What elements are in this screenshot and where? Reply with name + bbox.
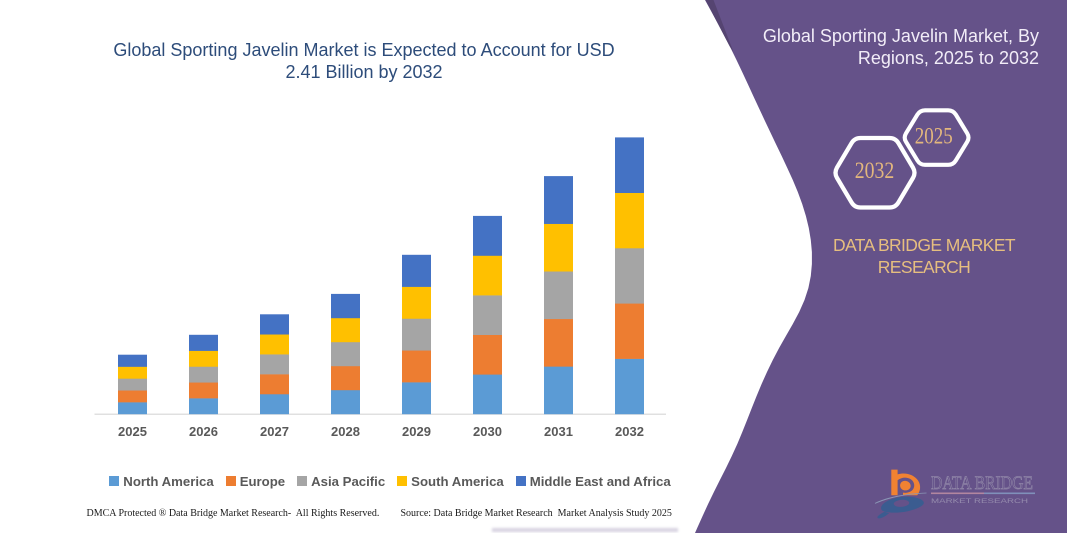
svg-text:DATA BRIDGE: DATA BRIDGE: [931, 475, 1033, 494]
svg-text:2032: 2032: [855, 158, 895, 183]
svg-text:2025: 2025: [915, 123, 953, 148]
svg-text:MARKET RESEARCH: MARKET RESEARCH: [931, 498, 1028, 505]
